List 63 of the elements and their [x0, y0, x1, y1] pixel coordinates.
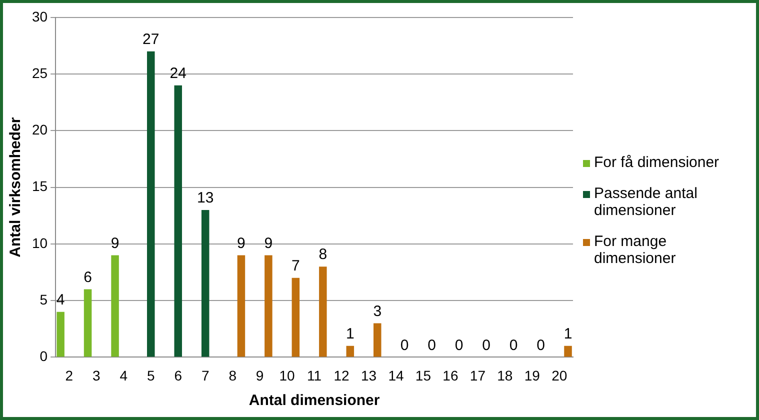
data-label: 6 — [84, 268, 92, 286]
data-label: 24 — [170, 65, 186, 82]
bar — [56, 312, 64, 357]
data-label: 3 — [373, 302, 382, 320]
bar — [147, 51, 155, 357]
data-label: 7 — [292, 258, 300, 275]
y-tick-label: 0 — [40, 348, 48, 364]
x-tick-label: 17 — [470, 367, 486, 384]
bar — [174, 85, 182, 357]
x-tick-label: 20 — [552, 367, 568, 384]
bar — [201, 210, 210, 357]
data-label: 4 — [56, 292, 65, 309]
x-tick-label: 14 — [388, 367, 404, 384]
data-label: 1 — [564, 326, 572, 343]
data-label: 0 — [454, 336, 464, 354]
data-label: 1 — [346, 326, 354, 343]
x-tick-label: 13 — [360, 367, 377, 384]
x-tick-label: 11 — [307, 367, 322, 384]
data-label: 9 — [237, 234, 246, 252]
y-axis-title: Antal virksomheder — [7, 117, 24, 258]
bar — [564, 346, 572, 357]
data-label: 0 — [482, 336, 490, 354]
x-tick-label: 7 — [201, 367, 210, 384]
bar — [264, 255, 272, 357]
legend-label: For mange dimensioner — [594, 232, 677, 266]
x-tick-label: 18 — [497, 367, 513, 384]
x-tick-label: 6 — [174, 367, 182, 384]
bar — [111, 255, 119, 357]
bar — [84, 289, 92, 357]
y-tick-label: 25 — [32, 64, 48, 81]
x-tick-label: 2 — [65, 367, 74, 384]
bar — [373, 323, 382, 357]
x-tick-label: 5 — [146, 367, 155, 384]
x-tick-label: 16 — [442, 367, 458, 384]
data-label: 0 — [428, 336, 436, 354]
x-tick-label: 3 — [92, 367, 101, 384]
x-tick-label: 12 — [334, 367, 350, 384]
data-label: 9 — [110, 234, 120, 252]
data-label: 0 — [509, 336, 518, 354]
bar — [346, 346, 354, 357]
legend-label: For få dimensioner — [594, 154, 720, 170]
data-label: 13 — [197, 190, 214, 207]
data-label: 27 — [142, 31, 160, 48]
x-tick-label: 10 — [279, 367, 296, 384]
data-label: 8 — [318, 246, 328, 264]
y-tick-label: 5 — [40, 291, 48, 308]
data-label: 9 — [264, 234, 273, 252]
y-tick-label: 10 — [32, 234, 48, 251]
data-label: 0 — [536, 336, 545, 354]
bar — [319, 266, 327, 357]
x-tick-label: 8 — [228, 367, 237, 384]
y-tick-label: 20 — [32, 122, 48, 138]
bar — [292, 278, 300, 357]
x-tick-label: 15 — [415, 367, 432, 384]
data-label: 0 — [400, 336, 409, 354]
y-tick-label: 15 — [32, 178, 48, 194]
x-axis-title: Antal dimensioner — [248, 392, 380, 410]
x-tick-label: 9 — [256, 367, 264, 384]
bar — [237, 255, 246, 357]
x-tick-label: 19 — [524, 367, 540, 384]
legend-label: Passende antal dimensioner — [594, 184, 698, 218]
x-tick-label: 4 — [120, 367, 128, 384]
y-tick-label: 30 — [32, 8, 48, 24]
